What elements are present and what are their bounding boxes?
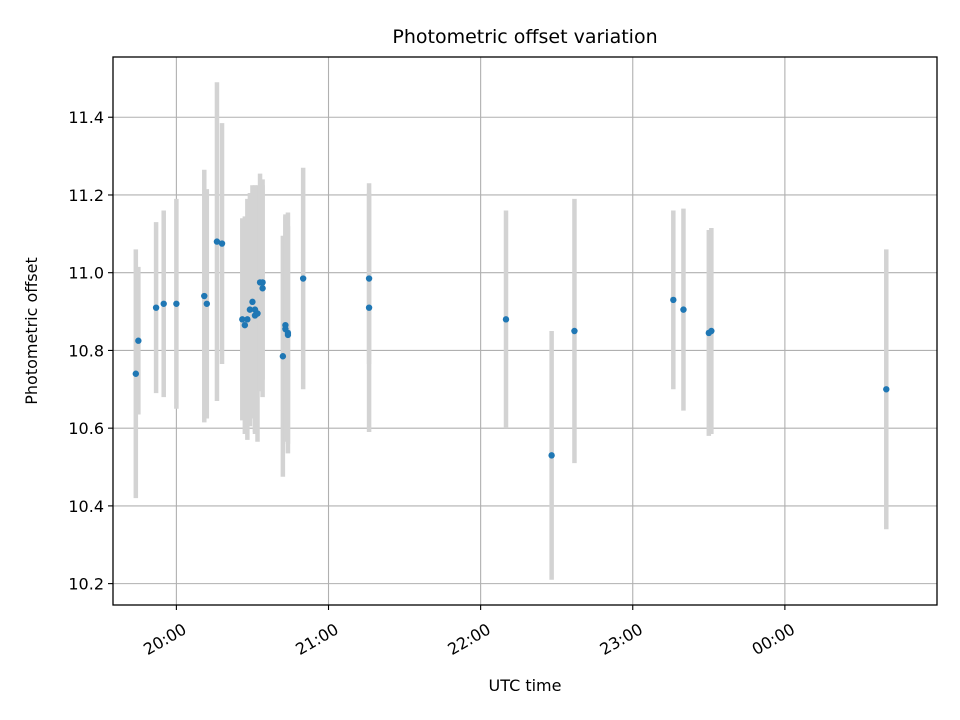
x-tick-label: 21:00 [292,619,341,659]
y-tick-label: 10.8 [68,341,104,360]
data-point [259,279,266,286]
y-tick-label: 11.4 [68,108,104,127]
data-point [203,300,211,307]
data-point [244,316,251,323]
y-tick-label: 11.0 [68,264,104,283]
data-point [218,240,226,247]
grid-lines [113,57,937,605]
data-point [502,316,510,323]
data-point [246,306,254,313]
data-point [132,370,140,377]
data-point [548,452,555,459]
data-point [284,331,292,339]
x-tick-label: 20:00 [140,619,189,659]
x-tick-label: 23:00 [597,619,646,659]
y-tick-label: 10.6 [68,419,104,438]
data-point [365,275,373,282]
data-point [135,337,142,344]
data-point [213,238,221,245]
plot-frame [112,56,938,606]
data-point [160,300,167,307]
data-points [132,238,890,459]
data-point [883,386,890,393]
data-point [571,327,578,335]
data-point [680,306,687,313]
data-point [365,304,373,311]
data-point [201,292,208,300]
x-tick-label: 22:00 [444,619,493,659]
data-point [259,285,266,292]
data-point [299,275,307,282]
data-point [249,298,256,306]
data-point [239,316,246,323]
y-axis-title: Photometric offset [22,257,41,405]
x-tick-label: 00:00 [749,619,798,659]
x-axis-title: UTC time [489,676,562,695]
data-point [173,300,180,307]
y-tick-label: 10.4 [68,497,104,516]
data-point [670,296,677,304]
data-point [241,321,249,329]
y-axis-ticks: 10.2 10.4 10.6 10.8 11.0 11.2 11.4 [68,108,113,594]
x-axis-ticks: 20:00 21:00 22:00 23:00 00:00 [140,605,798,659]
data-point [254,310,261,317]
data-point [708,327,715,335]
error-bars [133,82,889,580]
data-point [152,304,160,311]
y-tick-label: 10.2 [68,575,104,594]
y-tick-label: 11.2 [68,186,104,205]
chart-title: Photometric offset variation [392,26,657,48]
data-point [279,353,287,360]
